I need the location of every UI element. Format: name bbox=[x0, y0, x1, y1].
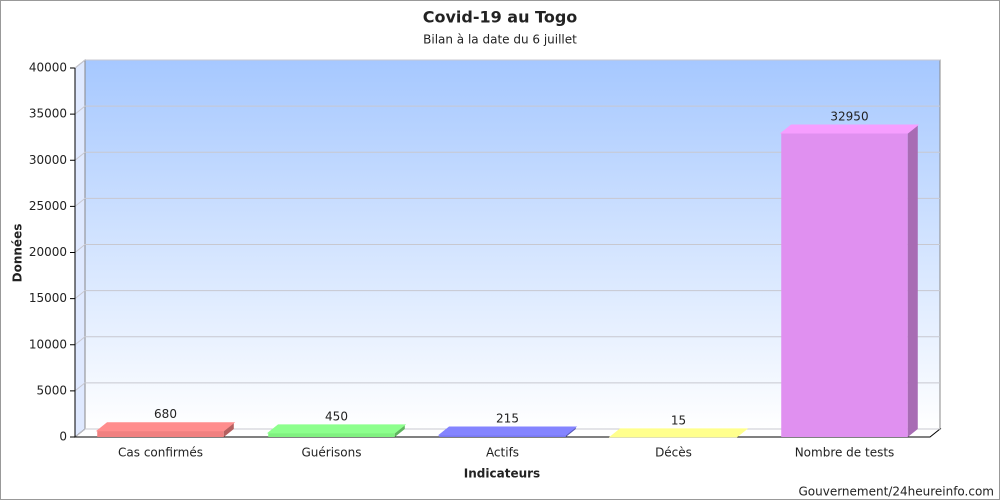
bar-top bbox=[266, 424, 407, 434]
y-axis-title: Données bbox=[11, 224, 25, 283]
grid-line bbox=[74, 105, 940, 115]
value-label: 215 bbox=[496, 412, 519, 426]
x-tick-label: Nombre de tests bbox=[795, 446, 895, 460]
y-tick-label: 25000 bbox=[29, 199, 67, 213]
bar bbox=[439, 435, 566, 437]
bar bbox=[97, 430, 224, 437]
bar bbox=[781, 133, 908, 437]
bar-side bbox=[394, 424, 405, 437]
grid-line bbox=[74, 382, 940, 392]
chart-subtitle: Bilan à la date du 6 juillet bbox=[423, 33, 577, 47]
bar bbox=[268, 432, 395, 437]
x-tick-label: Actifs bbox=[486, 446, 519, 460]
credit: Gouvernement/24heureinfo.com bbox=[798, 485, 994, 499]
y-tick-label: 30000 bbox=[29, 153, 67, 167]
x-tick-label: Cas confirmés bbox=[118, 446, 203, 460]
grid-line bbox=[74, 151, 940, 161]
y-tick-label: 20000 bbox=[29, 245, 67, 259]
grid-line bbox=[74, 197, 940, 207]
bar-side bbox=[907, 125, 918, 437]
bar-side bbox=[223, 422, 234, 437]
value-label: 32950 bbox=[830, 110, 868, 124]
x-tick-label: Guérisons bbox=[301, 446, 361, 460]
grid-line bbox=[74, 290, 940, 300]
value-label: 680 bbox=[154, 407, 177, 421]
grid-line bbox=[74, 59, 940, 69]
value-label: 15 bbox=[671, 413, 686, 427]
y-tick-label: 0 bbox=[59, 430, 67, 444]
value-label: 450 bbox=[325, 409, 348, 423]
bar-top bbox=[95, 422, 236, 432]
chart-title: Covid-19 au Togo bbox=[423, 8, 578, 27]
bar-top bbox=[608, 428, 749, 438]
grid-line bbox=[74, 244, 940, 253]
y-tick-label: 15000 bbox=[29, 291, 67, 305]
x-tick-label: Décès bbox=[655, 446, 692, 460]
y-tick-label: 5000 bbox=[36, 383, 67, 397]
grid-line bbox=[74, 336, 940, 346]
y-tick-label: 35000 bbox=[29, 107, 67, 121]
bar-top bbox=[437, 426, 578, 436]
y-tick-label: 40000 bbox=[29, 61, 67, 75]
x-axis-title: Indicateurs bbox=[464, 467, 540, 481]
bar-top bbox=[779, 124, 920, 134]
y-tick-label: 10000 bbox=[29, 337, 67, 351]
